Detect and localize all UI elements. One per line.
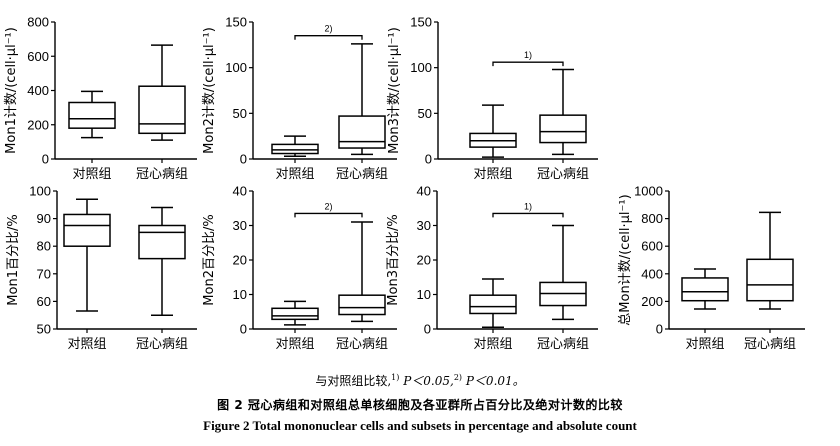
y-tick-label: 0 (240, 152, 247, 167)
x-category-label: 冠心病组 (744, 337, 796, 352)
note-p-1: P＜0.05, (399, 374, 454, 388)
box-iqr (271, 307, 319, 321)
figure-caption-cn: 图 2 冠心病组和对照组总单核细胞及各亚群所占百分比及绝对计数的比较 (217, 398, 623, 412)
box-iqr (469, 294, 517, 315)
y-tick-label: 0 (425, 152, 432, 167)
x-category-label: 冠心病组 (336, 337, 388, 352)
box-iqr (138, 224, 186, 260)
y-axis-label: Mon2百分比/% (202, 214, 217, 305)
significance-bracket (294, 212, 363, 218)
y-axis-label: Mon1百分比/% (6, 214, 21, 305)
y-tick-label: 40 (233, 184, 247, 199)
x-category-label: 对照组 (685, 337, 724, 352)
y-tick-label: 0 (42, 152, 49, 167)
y-tick-label: 800 (641, 211, 663, 226)
y-tick-label: 30 (417, 218, 431, 233)
significance-bracket (492, 212, 564, 218)
box-iqr (138, 85, 186, 135)
box-iqr (681, 277, 729, 302)
note-p-2: P＜0.01。 (462, 374, 525, 388)
y-tick-label: 50 (37, 322, 51, 337)
significance-bracket (492, 61, 564, 67)
y-tick-label: 70 (37, 266, 51, 281)
y-tick-label: 10 (417, 287, 431, 302)
chart-panel-2: 0 50 100 150 对照组 冠心病组 Mon2计数/(cell·μl⁻¹) 2) (202, 15, 397, 182)
y-tick-label: 150 (410, 15, 432, 30)
note-sup-2: 2) (453, 373, 463, 382)
y-tick-label: 10 (233, 287, 247, 302)
box-iqr (271, 143, 319, 155)
y-axis-label: Mon1计数/(cell·μl⁻¹) (4, 27, 19, 154)
x-category-label: 冠心病组 (136, 167, 188, 182)
y-tick-label: 20 (233, 253, 247, 268)
y-tick-label: 60 (37, 294, 51, 309)
y-tick-label: 600 (27, 49, 49, 64)
note-sup-1: 1) (391, 373, 400, 382)
chart-panel-4: 50 60 70 80 90 100 对照组 冠心病组 Mon1百分比/% (6, 184, 197, 352)
y-tick-label: 100 (225, 60, 247, 75)
box-iqr (338, 294, 386, 316)
y-tick-label: 20 (417, 253, 431, 268)
y-tick-label: 400 (27, 83, 49, 98)
chart-panel-1: 0 200 400 600 800 对照组 冠心病组 Mon1计数/(cell·μl⁻¹) (4, 15, 197, 182)
chart-panel-3: 0 50 100 150 对照组 冠心病组 Mon3计数/(cell·μl⁻¹) 1) (387, 15, 598, 182)
y-tick-label: 0 (424, 322, 431, 337)
x-category-label: 冠心病组 (537, 167, 589, 182)
significance-bracket (294, 35, 363, 40)
chart-panel-5: 0 10 20 30 40 对照组 冠心病组 Mon2百分比/% 2) (202, 184, 397, 352)
x-category-label: 对照组 (473, 167, 512, 182)
box-iqr (68, 101, 116, 129)
y-tick-label: 30 (233, 218, 247, 233)
y-axis-label: Mon3百分比/% (386, 214, 401, 305)
y-tick-label: 100 (410, 60, 432, 75)
x-category-label: 冠心病组 (336, 167, 388, 182)
note-text: 与对照组比较, (315, 374, 392, 388)
y-tick-label: 50 (233, 106, 247, 121)
y-axis-label: Mon3计数/(cell·μl⁻¹) (387, 27, 402, 154)
x-category-label: 对照组 (473, 337, 512, 352)
x-category-label: 对照组 (67, 337, 106, 352)
y-tick-label: 80 (37, 239, 51, 254)
y-tick-label: 200 (27, 117, 49, 132)
figure-caption-en: Figure 2 Total mononuclear cells and sub… (203, 418, 637, 433)
box-iqr (746, 258, 794, 302)
significance-label: 1) (524, 50, 532, 60)
significance-label: 2) (324, 201, 332, 211)
x-category-label: 冠心病组 (136, 337, 188, 352)
box-iqr (63, 213, 111, 247)
y-tick-label: 40 (417, 184, 431, 199)
y-tick-label: 1000 (634, 184, 663, 199)
box-iqr (539, 114, 587, 144)
y-tick-label: 0 (656, 322, 663, 337)
chart-panel-7: 0 200 400 600 800 1000 对照组 冠心病组 总Mon计数/(cell·μl⁻… (618, 184, 805, 352)
y-axis-label: 总Mon计数/(cell·μl⁻¹) (618, 194, 633, 325)
y-tick-label: 400 (641, 266, 663, 281)
chart-panel-6: 0 10 20 30 40 对照组 冠心病组 Mon3百分比/% 1) (386, 184, 598, 352)
y-tick-label: 200 (641, 294, 663, 309)
y-tick-label: 100 (29, 184, 51, 199)
x-category-label: 冠心病组 (537, 337, 589, 352)
y-tick-label: 50 (418, 106, 432, 121)
x-category-label: 对照组 (275, 337, 314, 352)
y-tick-label: 800 (27, 15, 49, 30)
x-category-label: 对照组 (275, 167, 314, 182)
y-tick-label: 150 (225, 15, 247, 30)
significance-label: 1) (524, 201, 532, 211)
significance-label: 2) (324, 24, 332, 34)
y-axis-label: Mon2计数/(cell·μl⁻¹) (202, 27, 217, 154)
x-category-label: 对照组 (72, 167, 111, 182)
y-tick-label: 600 (641, 239, 663, 254)
y-tick-label: 90 (37, 211, 51, 226)
y-tick-label: 0 (240, 322, 247, 337)
significance-note: 与对照组比较,1) P＜0.05,2) P＜0.01。 (0, 372, 840, 389)
box-iqr (338, 115, 386, 149)
